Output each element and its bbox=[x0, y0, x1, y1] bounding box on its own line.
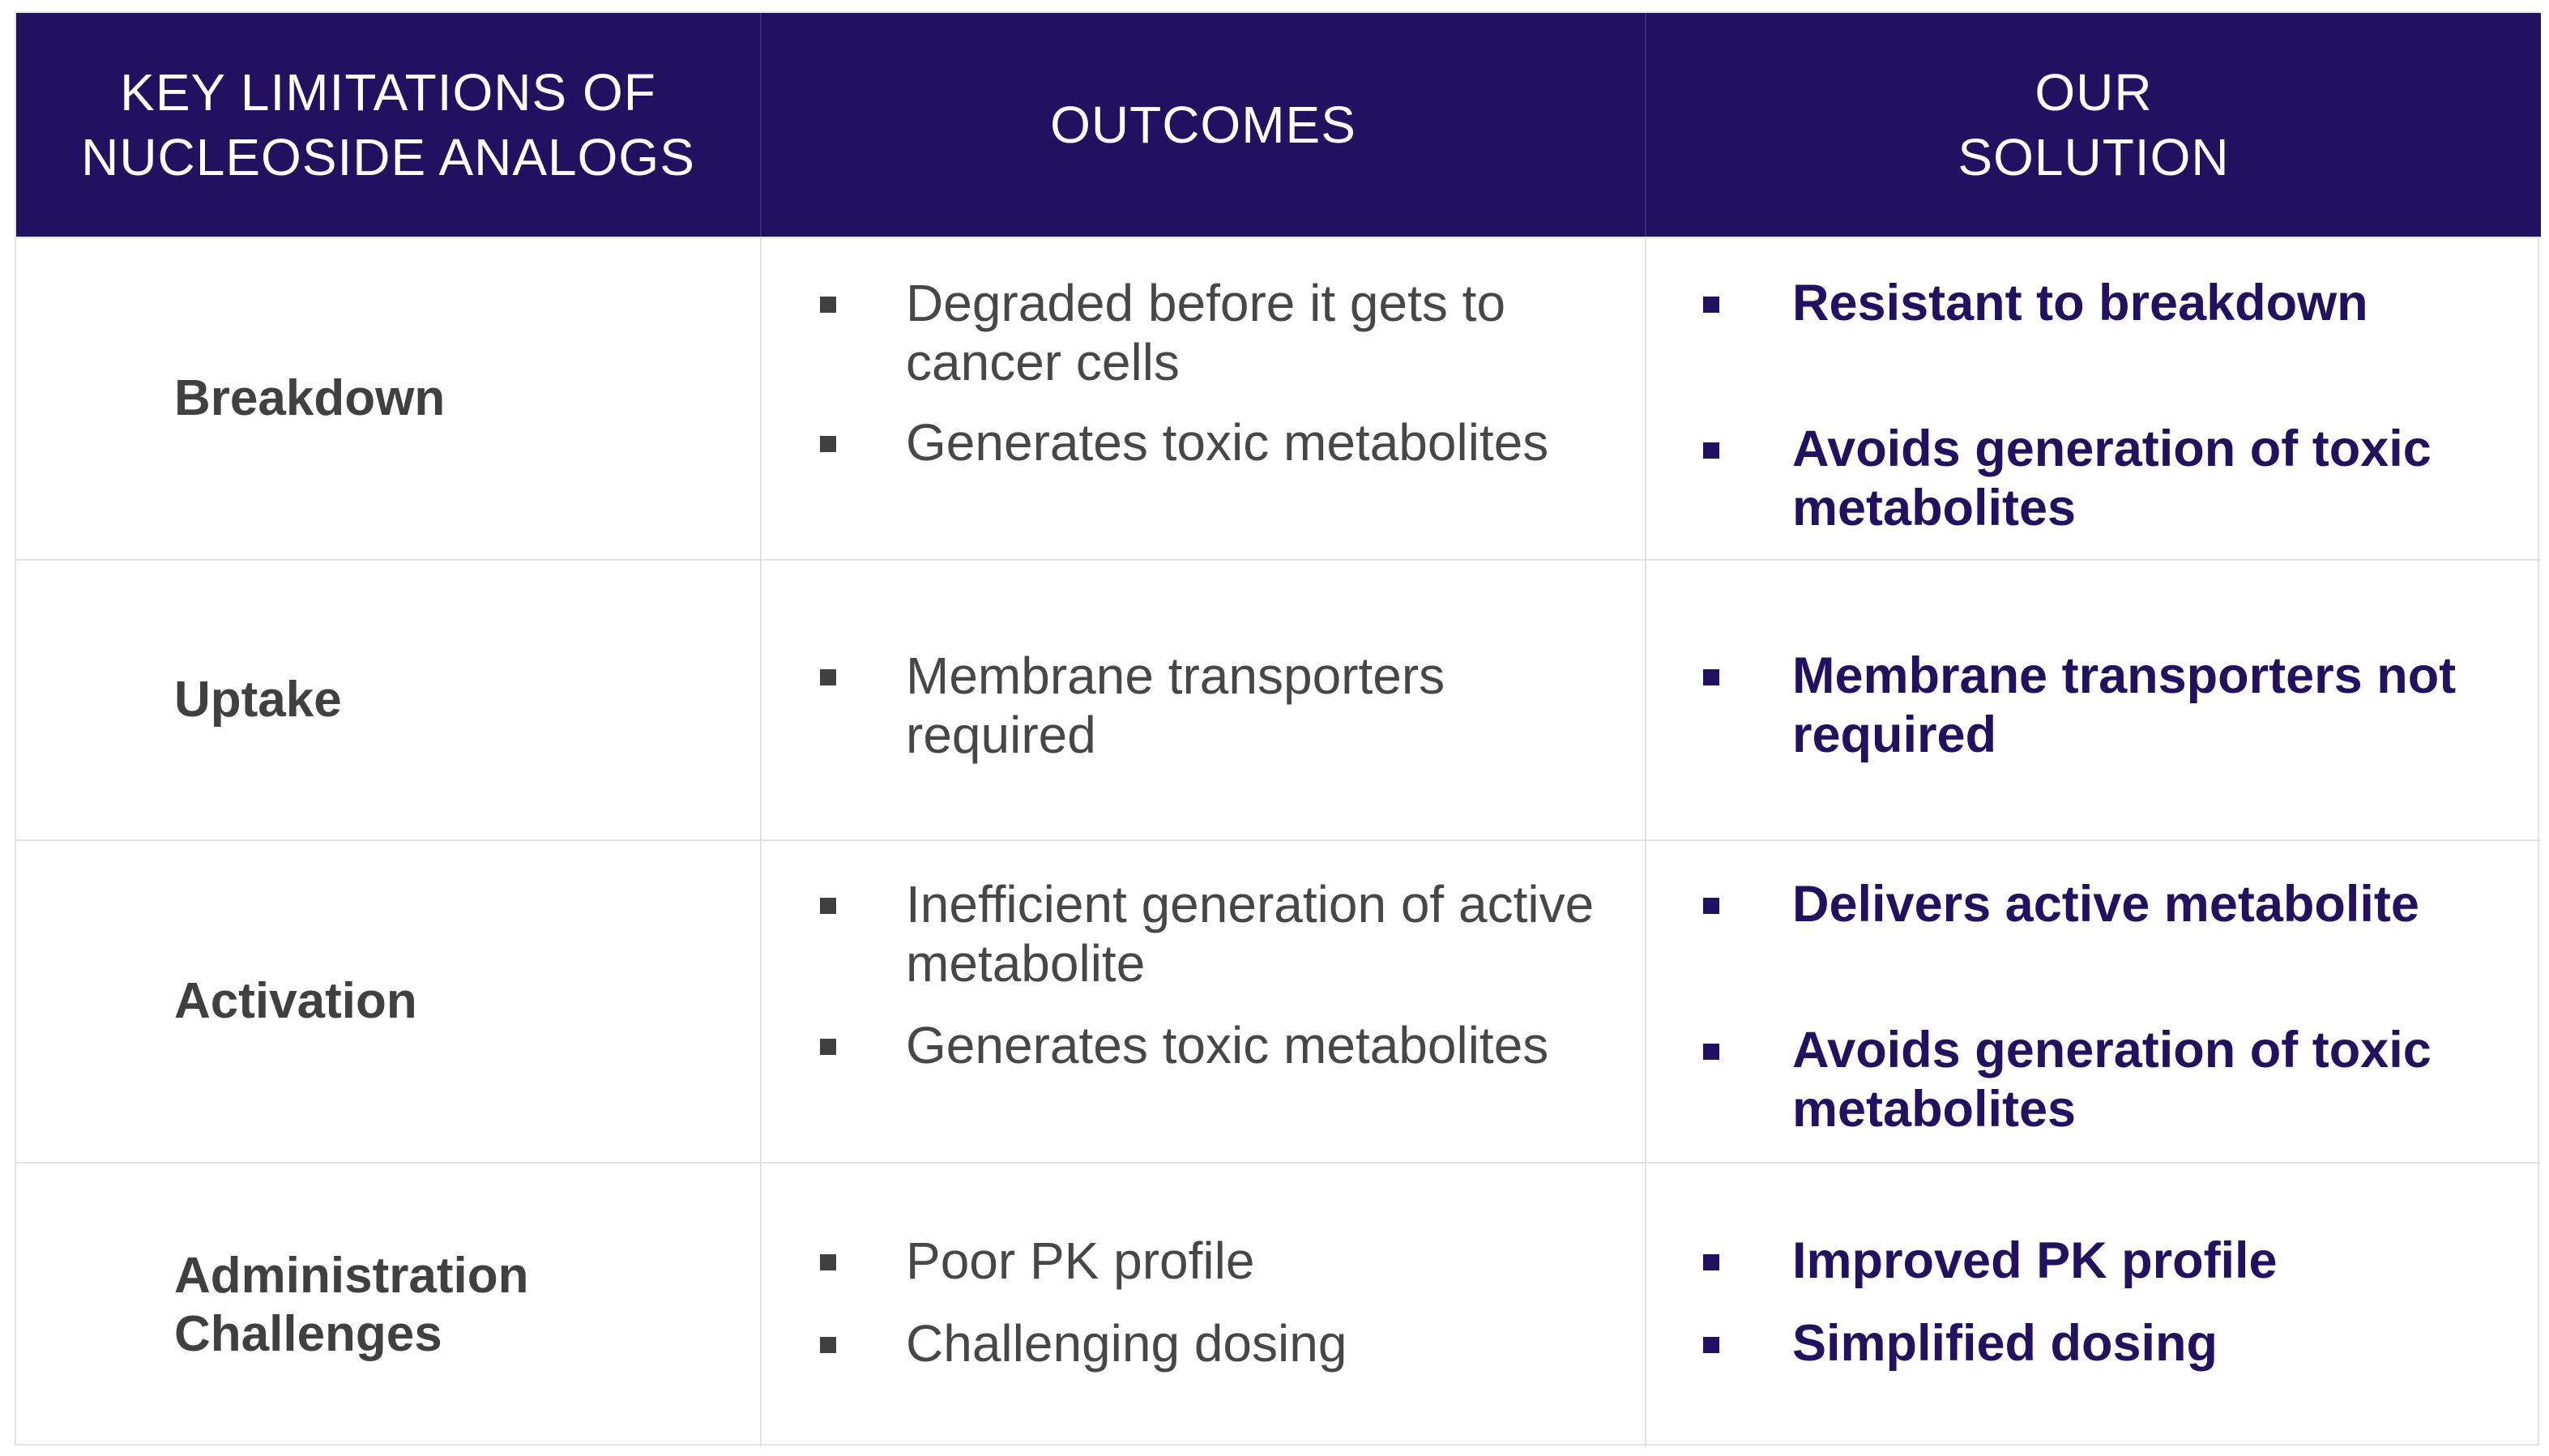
outcome-text: Challenging dosing bbox=[906, 1314, 1347, 1373]
outcome-text: Poor PK profile bbox=[906, 1232, 1255, 1290]
outcome-text: Degraded before it gets to cancer cells bbox=[906, 274, 1506, 391]
bullet-square-icon bbox=[820, 669, 836, 685]
solution-text: Simplified dosing bbox=[1792, 1315, 2218, 1372]
solution-text: Avoids generation of toxic metabolites bbox=[1792, 1022, 2432, 1138]
bullet-square-icon bbox=[1703, 297, 1719, 313]
solution-text: Improved PK profile bbox=[1792, 1232, 2278, 1289]
table-row-breakdown-outcomes-cell: Degraded before it gets to cancer cells … bbox=[760, 237, 1645, 559]
header-outcomes: OUTCOMES bbox=[760, 13, 1645, 237]
bullet-square-icon bbox=[1703, 442, 1719, 459]
table-row-administration-outcomes-cell: Poor PK profile Challenging dosing bbox=[760, 1162, 1645, 1447]
table-row-administration-label-cell: Administration Challenges bbox=[16, 1162, 760, 1447]
bullet-square-icon bbox=[820, 1039, 836, 1055]
bullet-square-icon bbox=[820, 1337, 836, 1353]
table-row-administration-solutions-cell: Improved PK profile Simplified dosing bbox=[1645, 1162, 2541, 1447]
header-key-limitations: KEY LIMITATIONS OF NUCLEOSIDE ANALOGS bbox=[16, 13, 760, 237]
outcome-text: Membrane transporters required bbox=[906, 647, 1445, 764]
bullet-square-icon bbox=[1703, 1254, 1719, 1270]
row-label: Breakdown bbox=[174, 370, 446, 426]
bullet-square-icon bbox=[820, 436, 836, 452]
table-row-breakdown-label-cell: Breakdown bbox=[16, 237, 760, 559]
comparison-table: KEY LIMITATIONS OF NUCLEOSIDE ANALOGS OU… bbox=[15, 11, 2541, 1447]
row-label: Uptake bbox=[174, 672, 342, 728]
outcome-text: Inefficient generation of active metabol… bbox=[906, 875, 1595, 993]
table-row-uptake-outcomes-cell: Membrane transporters required bbox=[760, 559, 1645, 839]
solution-text: Resistant to breakdown bbox=[1792, 275, 2368, 331]
bullet-square-icon bbox=[1703, 898, 1719, 914]
outcome-text: Generates toxic metabolites bbox=[906, 1016, 1549, 1074]
solution-text: Avoids generation of toxic metabolites bbox=[1792, 421, 2432, 536]
outcome-text: Generates toxic metabolites bbox=[906, 413, 1549, 472]
header-our-solution: OUR SOLUTION bbox=[1645, 13, 2541, 237]
bullet-square-icon bbox=[820, 898, 836, 914]
bullet-square-icon bbox=[1703, 1337, 1719, 1353]
table-row-breakdown-solutions-cell: Resistant to breakdown Avoids generation… bbox=[1645, 237, 2541, 559]
table-row-uptake-solutions-cell: Membrane transporters not required bbox=[1645, 559, 2541, 839]
bullet-square-icon bbox=[1703, 1044, 1719, 1060]
table-row-activation-outcomes-cell: Inefficient generation of active metabol… bbox=[760, 839, 1645, 1162]
bullet-square-icon bbox=[1703, 669, 1719, 685]
row-label: Administration Challenges bbox=[174, 1248, 529, 1362]
table-row-uptake-label-cell: Uptake bbox=[16, 559, 760, 839]
bullet-square-icon bbox=[820, 297, 836, 313]
row-label: Activation bbox=[174, 973, 417, 1029]
table-row-activation-label-cell: Activation bbox=[16, 839, 760, 1162]
solution-text: Membrane transporters not required bbox=[1792, 647, 2457, 763]
bullet-square-icon bbox=[820, 1254, 836, 1270]
table-row-activation-solutions-cell: Delivers active metabolite Avoids genera… bbox=[1645, 839, 2541, 1162]
solution-text: Delivers active metabolite bbox=[1792, 876, 2419, 933]
